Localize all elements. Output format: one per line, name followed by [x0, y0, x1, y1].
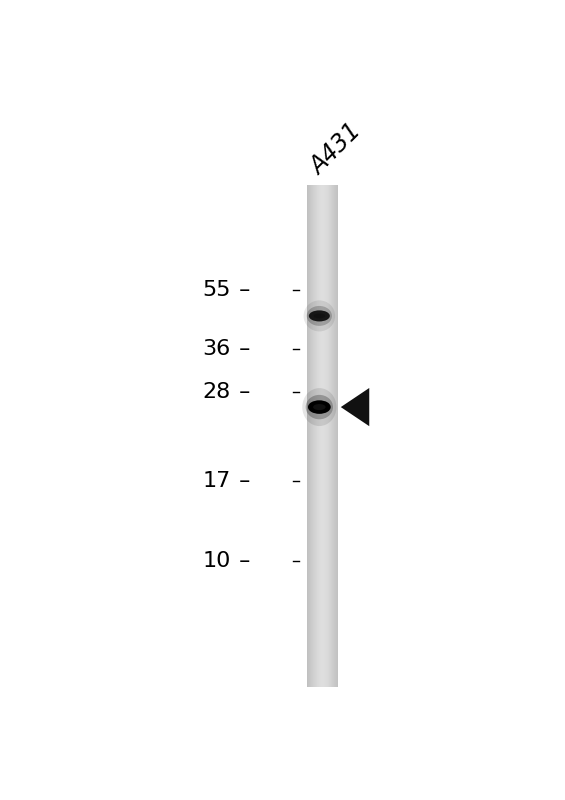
Polygon shape	[341, 388, 370, 426]
Text: –: –	[232, 551, 250, 571]
Text: –: –	[232, 382, 250, 402]
Text: 36: 36	[202, 338, 231, 358]
Text: 10: 10	[202, 551, 231, 571]
Text: –: –	[232, 280, 250, 300]
Text: 28: 28	[202, 382, 231, 402]
Text: 17: 17	[202, 471, 231, 491]
Ellipse shape	[314, 314, 325, 318]
Text: 55: 55	[202, 280, 231, 300]
Ellipse shape	[303, 300, 335, 331]
Text: –: –	[232, 338, 250, 358]
Ellipse shape	[309, 310, 330, 322]
Text: A431: A431	[306, 119, 366, 179]
Ellipse shape	[308, 400, 331, 414]
Text: –: –	[232, 471, 250, 491]
Ellipse shape	[302, 388, 336, 426]
Ellipse shape	[306, 395, 333, 419]
Ellipse shape	[307, 306, 332, 326]
Ellipse shape	[313, 404, 325, 410]
